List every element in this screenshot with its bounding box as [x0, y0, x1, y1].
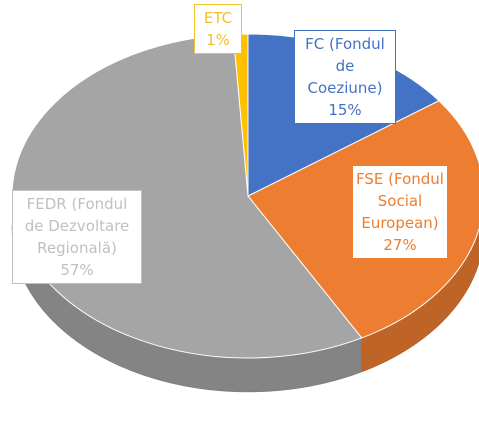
value-label: 27% — [383, 236, 417, 254]
data-label: FC (Fondul de Coeziune) 15% — [294, 30, 396, 124]
data-label: ETC 1% — [194, 4, 242, 54]
category-label: FEDR (Fondul de Dezvoltare Regională) — [24, 195, 130, 257]
category-label: ETC — [203, 9, 233, 27]
value-label: 1% — [206, 31, 230, 49]
category-label: FC (Fondul de Coeziune) — [305, 35, 385, 97]
value-label: 15% — [328, 101, 362, 119]
value-label: 57% — [60, 261, 94, 279]
category-label: FSE (Fondul Social European) — [356, 170, 444, 232]
data-label: FSE (Fondul Social European) 27% — [352, 165, 448, 259]
data-label: FEDR (Fondul de Dezvoltare Regională) 57% — [12, 190, 142, 284]
